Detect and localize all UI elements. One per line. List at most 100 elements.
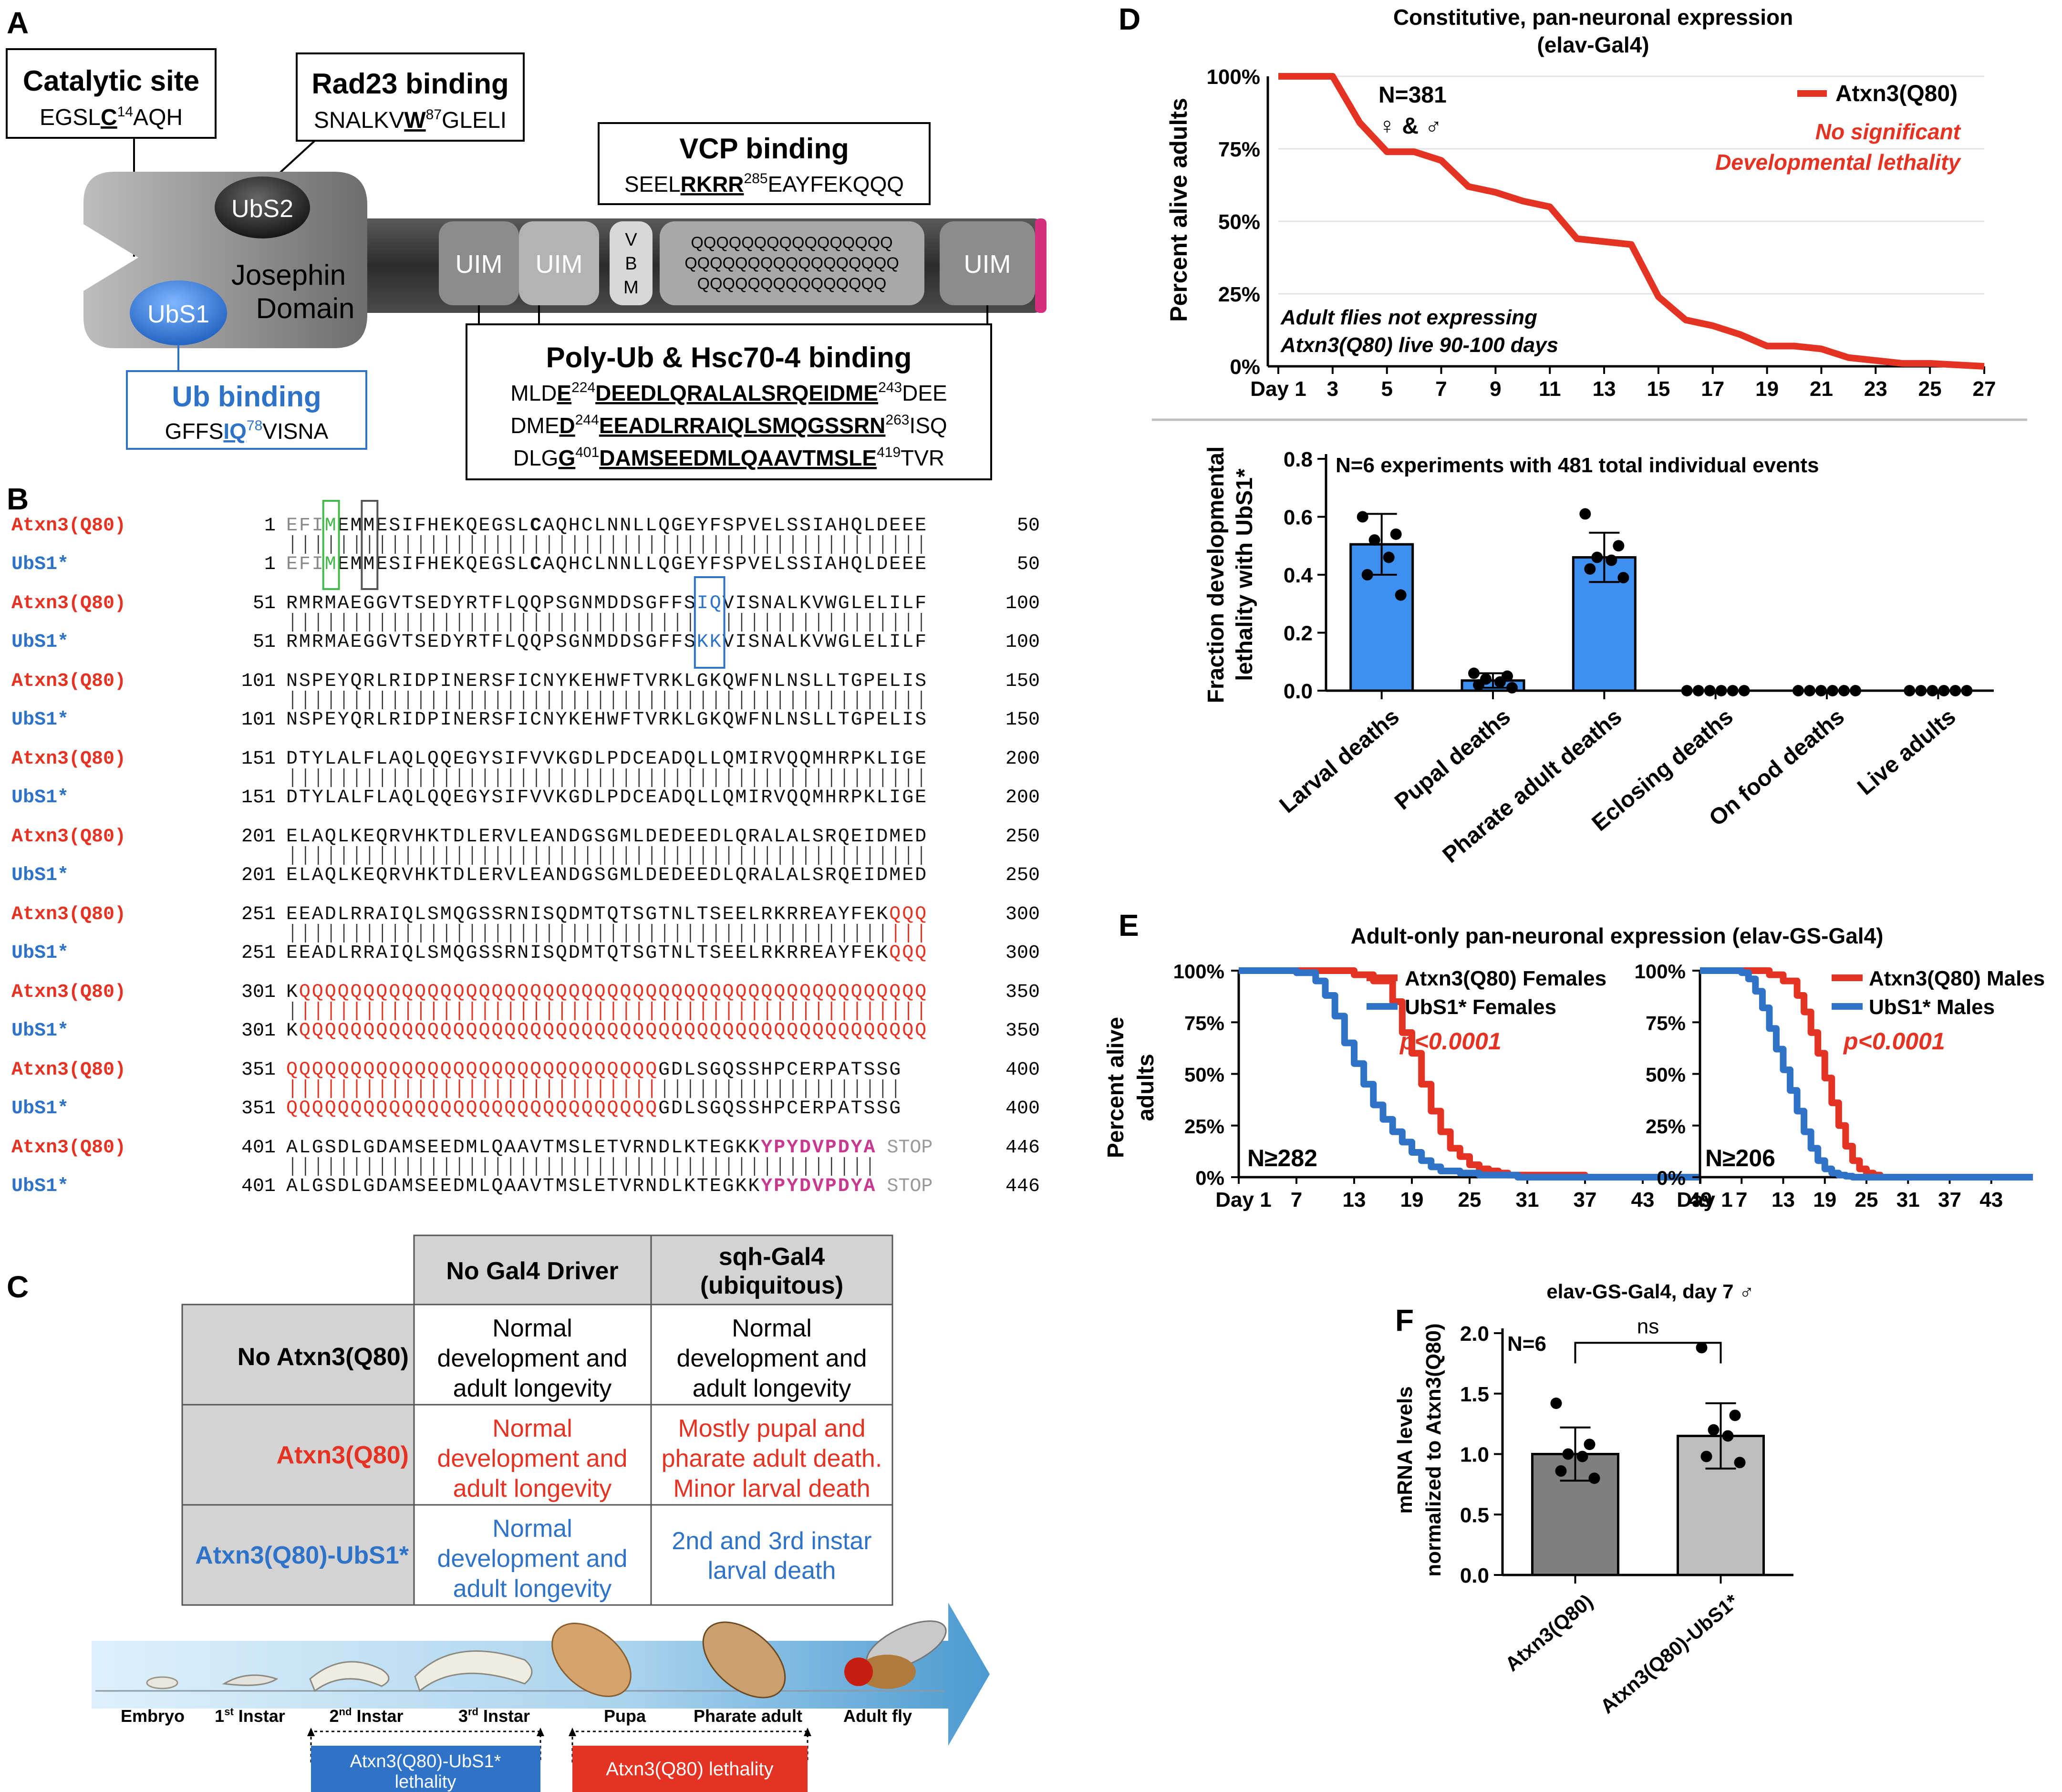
data-point xyxy=(1961,685,1973,696)
seq-name-q80: Atxn3(Q80) xyxy=(11,671,126,692)
e-ytick: 25% xyxy=(1646,1115,1686,1138)
data-point xyxy=(1613,540,1625,552)
vbm-letter-b: B xyxy=(625,254,637,274)
seq-ubs1: QQQQQQQQQQQQQQQQQQQQQQQQQQQQQGDLSGQSSHPC… xyxy=(286,1098,901,1119)
seq-end-ubs1: 400 xyxy=(1005,1098,1040,1119)
data-point xyxy=(1591,551,1603,563)
stage-pupa: Pupa xyxy=(604,1706,646,1726)
bar-category-label: Larval deaths xyxy=(1275,704,1404,818)
uim-3 xyxy=(940,221,1035,305)
e-m-pvalue: p<0.0001 xyxy=(1843,1028,1945,1055)
seq-name-ubs1: UbS1* xyxy=(11,554,69,575)
bar-category-label: Pupal deaths xyxy=(1390,704,1515,815)
e-xtick: 31 xyxy=(1516,1188,1539,1212)
seq-end-q80: 300 xyxy=(1005,904,1040,925)
seq-q80: QQQQQQQQQQQQQQQQQQQQQQQQQQQQQGDLSGQSSHPC… xyxy=(286,1059,901,1081)
e-ytick: 0% xyxy=(1657,1167,1686,1189)
cell-1-1-l1: Normal xyxy=(492,1415,572,1442)
e-xtick: 25 xyxy=(1458,1188,1482,1212)
significance-ns: ns xyxy=(1637,1315,1659,1338)
identity-bars xyxy=(292,1002,922,1020)
vcp-binding-box: VCP binding SEELRKRR285EAYFEKQQQ xyxy=(598,122,931,205)
seq-start-q80: 201 xyxy=(241,826,276,848)
ub-binding-box: Ub binding GFFSIQ78VISNA xyxy=(126,344,367,450)
data-point xyxy=(1734,1457,1746,1469)
ub-binding-seq: GFFSIQ78VISNA xyxy=(165,418,329,444)
seq-start-ubs1: 1 xyxy=(264,554,276,575)
seq-start-ubs1: 301 xyxy=(241,1020,276,1042)
seq-start-ubs1: 101 xyxy=(241,709,276,731)
data-point xyxy=(1904,685,1916,696)
phenotype-table: No Gal4 Driver sqh-Gal4 (ubiquitous) No … xyxy=(181,1234,893,1606)
e-m-legend-1: Atxn3(Q80) Males xyxy=(1869,967,2045,990)
d-xtick: Day 1 xyxy=(1250,377,1306,401)
adult-fly-drawing xyxy=(844,1620,947,1689)
seq-ubs1: RMRMAEGGVTSEDYRTFLQQPSGNMDDSGFFSKKVISNAL… xyxy=(286,632,926,653)
uim-2-label: UIM xyxy=(536,250,583,279)
data-point xyxy=(1395,589,1407,601)
d-ytick: 75% xyxy=(1218,138,1260,161)
d-bar-ylabel-2: lethality with UbS1* xyxy=(1232,468,1257,681)
identity-bars xyxy=(292,1157,871,1176)
identity-bars xyxy=(292,768,922,787)
data-point xyxy=(1390,528,1402,540)
vbm-letter-v: V xyxy=(625,230,637,250)
seq-q80: EFIMEMMESIFHEKQEGSLCAQHCLNNLLQGEYFSPVELS… xyxy=(286,515,926,537)
ataxin3-domain-diagram: Josephin Domain UbS2 UbS1 UIM UIM V B M … xyxy=(83,172,1047,348)
d-xtick: 13 xyxy=(1593,377,1616,401)
vcp-title: VCP binding xyxy=(679,133,849,165)
identity-bars xyxy=(292,924,922,943)
panel-d-note-1: No significant xyxy=(1815,119,1961,144)
d-ytick: 0% xyxy=(1230,355,1260,379)
e-f-legend-1: Atxn3(Q80) Females xyxy=(1405,967,1606,990)
polyub-line-1: MLDE224DEEDLQRALALSRQEIDME243DEE xyxy=(510,380,947,405)
seq-end-q80: 350 xyxy=(1005,982,1040,1003)
data-point xyxy=(1383,551,1395,563)
e-ytick: 75% xyxy=(1184,1012,1224,1034)
seq-start-ubs1: 151 xyxy=(241,787,276,808)
seq-end-ubs1: 300 xyxy=(1005,943,1040,964)
seq-name-ubs1: UbS1* xyxy=(11,632,69,653)
col-header-sqh-1: sqh-Gal4 xyxy=(719,1243,825,1271)
seq-start-q80: 151 xyxy=(241,748,276,770)
d-xtick: 17 xyxy=(1701,377,1724,401)
panel-d-annotation-1: Adult flies not expressing xyxy=(1280,306,1537,329)
significance-bracket xyxy=(1574,1342,1722,1364)
e-xtick: 37 xyxy=(1938,1188,1961,1212)
e-xtick: 7 xyxy=(1736,1188,1747,1212)
data-point xyxy=(1506,682,1518,694)
cell-0-1-l3: adult longevity xyxy=(453,1375,611,1402)
vbm-letter-m: M xyxy=(623,278,639,298)
col-header-sqh-2: (ubiquitous) xyxy=(700,1272,843,1299)
ubs1-lethality-window: Atxn3(Q80)-UbS1* lethality xyxy=(307,1728,544,1792)
data-point xyxy=(1708,1424,1720,1436)
rad23-seq: SNALKVW87GLELI xyxy=(314,107,507,133)
e-f-n: N≥282 xyxy=(1247,1145,1317,1171)
d-bar-ylabel-1: Fraction developmental xyxy=(1203,446,1229,704)
panel-f-ylabel-1: mRNA levels xyxy=(1393,1386,1417,1513)
cell-2-1-l3: adult longevity xyxy=(453,1575,611,1603)
catalytic-site-title: Catalytic site xyxy=(23,65,199,97)
bar-ytick: 0.0 xyxy=(1460,1564,1489,1587)
e-m-n: N≥206 xyxy=(1705,1145,1775,1171)
seq-end-q80: 100 xyxy=(1005,593,1040,614)
panel-b-label: B xyxy=(7,482,29,516)
bar-ytick: 0.6 xyxy=(1284,506,1313,529)
seq-ubs1: ELAQLKEQRVHKTDLERVLEANDGSGMLDEDEEDLQRALA… xyxy=(286,865,926,886)
e-survival-curve xyxy=(1700,967,2033,1181)
panel-e-ylabel-1: Percent alive xyxy=(1103,1017,1129,1158)
seq-name-q80: Atxn3(Q80) xyxy=(11,904,126,925)
stop-codon: STOP xyxy=(887,1137,933,1159)
seq-start-q80: 101 xyxy=(241,671,276,692)
data-point xyxy=(1579,508,1591,520)
data-point xyxy=(1562,1448,1574,1460)
seq-end-ubs1: 200 xyxy=(1005,787,1040,808)
cell-1-1-l2: development and xyxy=(437,1445,628,1472)
seq-ubs1: NSPEYQRLRIDPINERSFICNYKEHWFTVRKLGKQWFNLN… xyxy=(286,709,926,731)
polyq-line-2: QQQQQQQQQQQQQQQQQ xyxy=(684,254,899,272)
d-xtick: 9 xyxy=(1490,377,1501,401)
data-point xyxy=(1793,685,1804,696)
panel-f-title: elav-GS-Gal4, day 7 ♂ xyxy=(1546,1280,1754,1303)
data-point xyxy=(1722,1430,1734,1442)
